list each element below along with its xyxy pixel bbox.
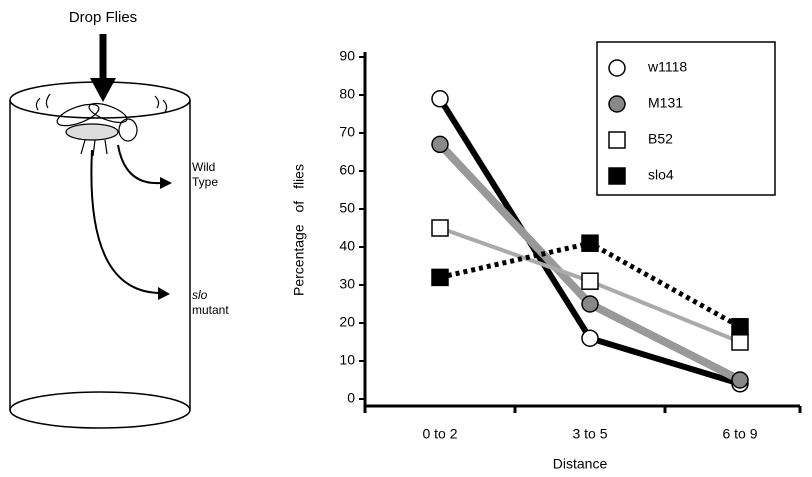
diagram-title: Drop Flies — [69, 9, 137, 26]
point — [431, 135, 449, 154]
wild-label: Type — [192, 175, 218, 189]
x-tick-label: 3 to 5 — [572, 426, 607, 442]
y-tick-label: 60 — [339, 162, 355, 178]
wild-label: Wild — [192, 160, 215, 174]
point — [731, 333, 749, 351]
y-tick-label: 90 — [339, 48, 355, 64]
slo-label: mutant — [192, 303, 229, 317]
legend-marker — [608, 131, 626, 149]
legend — [596, 41, 776, 196]
point — [581, 272, 599, 290]
y-tick-label: 0 — [347, 390, 355, 406]
y-tick-label: 70 — [339, 124, 355, 140]
slo-arrow-head — [158, 287, 170, 300]
point — [581, 234, 599, 252]
point — [431, 90, 449, 108]
legend-label: B52 — [648, 131, 673, 147]
y-tick-label: 40 — [339, 238, 355, 254]
y-tick-label: 10 — [339, 352, 355, 368]
y-tick-label: 30 — [339, 276, 355, 292]
point — [731, 318, 749, 336]
diagram: Drop Flies Wild Type slo mutant — [9, 9, 229, 429]
point — [731, 371, 749, 389]
x-tick-label: 0 to 2 — [422, 426, 457, 442]
y-tick-label: 20 — [339, 314, 355, 330]
legend-marker — [608, 95, 626, 113]
wild-arrow-head — [160, 177, 172, 189]
fly — [35, 93, 168, 157]
slo-arrow — [90, 149, 159, 294]
point — [431, 219, 449, 237]
y-axis-label: Percentage of flies — [291, 164, 307, 296]
point — [581, 295, 599, 313]
legend-label: slo4 — [648, 167, 674, 183]
x-tick-label: 6 to 9 — [722, 426, 757, 442]
legend-label: M131 — [648, 95, 683, 111]
y-tick-label: 50 — [339, 200, 355, 216]
cylinder-bottom — [9, 391, 191, 429]
x-axis-label: Distance — [553, 456, 608, 472]
point — [431, 268, 449, 287]
legend-marker — [608, 59, 626, 77]
legend-label: w1118 — [647, 59, 687, 75]
point — [581, 329, 599, 347]
drop-arrow-head — [90, 78, 116, 102]
legend-marker — [608, 167, 626, 185]
wild-arrow — [117, 144, 161, 185]
slo-label: slo — [192, 288, 208, 302]
y-tick-label: 80 — [339, 86, 355, 102]
